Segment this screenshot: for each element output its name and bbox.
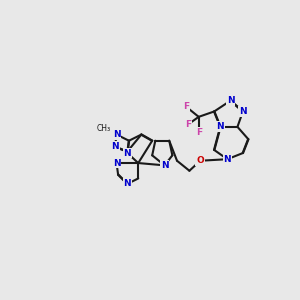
Text: O: O (196, 156, 204, 165)
Text: N: N (227, 96, 234, 105)
Text: N: N (239, 107, 247, 116)
Text: N: N (161, 161, 168, 170)
Text: N: N (124, 148, 131, 158)
Text: CH₃: CH₃ (97, 124, 111, 133)
Text: N: N (224, 155, 231, 164)
Text: F: F (185, 120, 191, 129)
Text: N: N (124, 179, 131, 188)
Text: F: F (196, 128, 202, 137)
Text: N: N (113, 130, 120, 139)
Text: N: N (111, 142, 119, 152)
Text: N: N (217, 122, 224, 131)
Text: F: F (183, 102, 189, 111)
Text: N: N (113, 158, 120, 167)
